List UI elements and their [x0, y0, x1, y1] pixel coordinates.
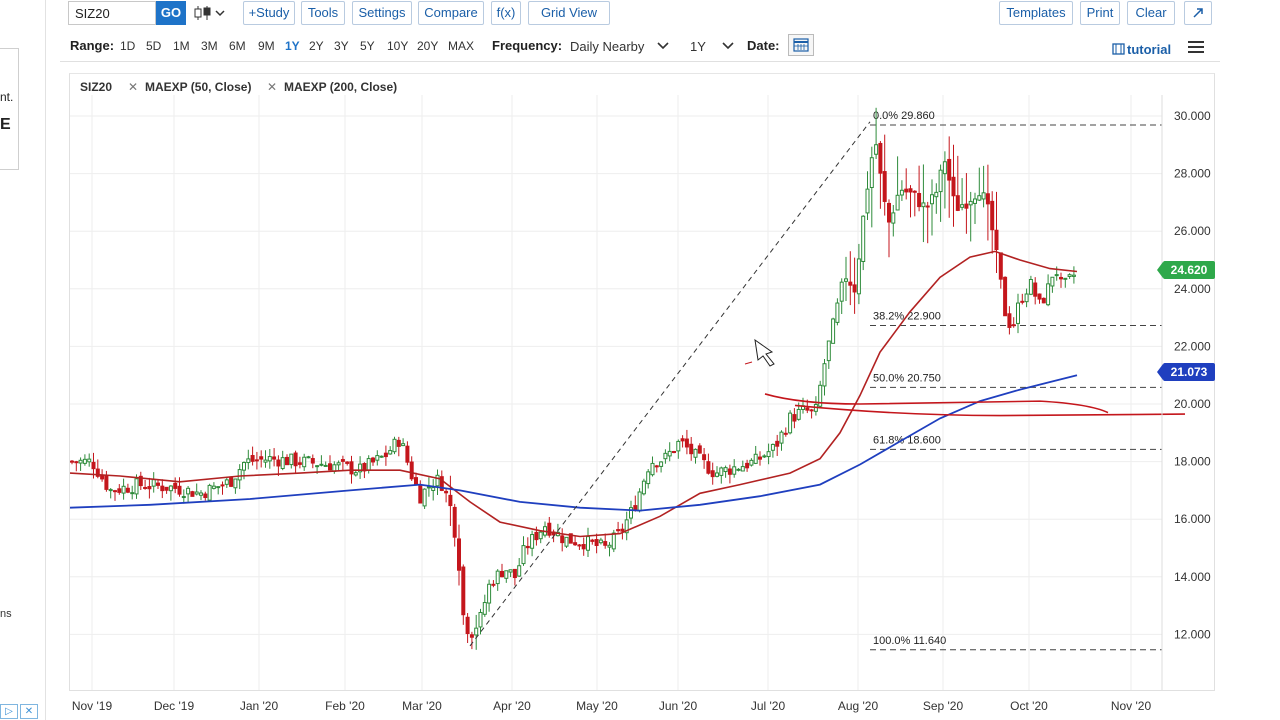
- x-tick-label: Jun '20: [659, 699, 698, 713]
- symbol-input[interactable]: [68, 1, 156, 25]
- left-ad-box: [0, 48, 19, 170]
- frequency-select[interactable]: Daily Nearby: [570, 39, 670, 54]
- range-20y[interactable]: 20Y: [417, 39, 439, 53]
- left-text-fragment-bold: E: [0, 116, 11, 133]
- range-max[interactable]: MAX: [448, 39, 475, 53]
- compare-button[interactable]: Compare: [418, 1, 484, 25]
- x-tick-label: Oct '20: [1010, 699, 1048, 713]
- ad-close-icon[interactable]: ✕: [20, 704, 38, 719]
- expand-button[interactable]: [1184, 1, 1212, 25]
- ad-choices[interactable]: ▷ ✕: [0, 704, 40, 720]
- left-text-fragment: nt.: [0, 90, 14, 104]
- ad-play-icon[interactable]: ▷: [0, 704, 18, 719]
- legend-study-ma200: MAEXP (200, Close): [284, 80, 398, 94]
- range-5y[interactable]: 5Y: [360, 39, 375, 53]
- date-label: Date:: [747, 38, 780, 53]
- legend-study-ma50: MAEXP (50, Close): [145, 80, 252, 94]
- tutorial-link[interactable]: tutorial: [1112, 42, 1171, 57]
- range-3y[interactable]: 3Y: [334, 39, 349, 53]
- clear-button[interactable]: Clear: [1127, 1, 1175, 25]
- settings-button[interactable]: Settings: [352, 1, 412, 25]
- range-1d[interactable]: 1D: [120, 39, 136, 53]
- go-button[interactable]: GO: [156, 1, 186, 25]
- x-tick-label: Dec '19: [154, 699, 195, 713]
- range-9m[interactable]: 9M: [258, 39, 275, 53]
- range-3m[interactable]: 3M: [201, 39, 218, 53]
- chevron-down-icon: [722, 42, 734, 50]
- period-value: 1Y: [690, 39, 706, 54]
- period-select[interactable]: 1Y: [690, 39, 735, 54]
- tutorial-label: tutorial: [1127, 42, 1172, 57]
- x-tick-label: Apr '20: [493, 699, 531, 713]
- remove-study-icon[interactable]: ✕: [267, 80, 278, 94]
- x-tick-label: Sep '20: [923, 699, 964, 713]
- chevron-down-icon: [215, 10, 225, 17]
- range-bar: Range: 1D 5D 1M 3M 6M 9M 1Y 2Y 3Y 5Y 10Y 20Y MAX Fre…: [60, 32, 1220, 62]
- templates-button[interactable]: Templates: [999, 1, 1073, 25]
- left-panel: nt. E ns: [0, 0, 46, 720]
- x-tick-label: Nov '19: [72, 699, 113, 713]
- range-6m[interactable]: 6M: [229, 39, 246, 53]
- calendar-button[interactable]: [788, 34, 814, 56]
- frequency-label: Frequency:: [492, 38, 563, 53]
- remove-study-icon[interactable]: ✕: [128, 80, 139, 94]
- chart-type-select[interactable]: [190, 1, 230, 25]
- grid-view-button[interactable]: Grid View: [528, 1, 610, 25]
- left-text-fragment-bottom: ns: [0, 608, 12, 620]
- chart-area[interactable]: [69, 73, 1215, 691]
- x-tick-label: Mar '20: [402, 699, 442, 713]
- x-tick-label: May '20: [576, 699, 618, 713]
- range-label: Range:: [70, 38, 115, 53]
- film-icon: [1112, 43, 1125, 55]
- range-1y[interactable]: 1Y: [285, 39, 300, 53]
- x-tick-label: Jul '20: [751, 699, 786, 713]
- frequency-value: Daily Nearby: [570, 39, 645, 54]
- chevron-down-icon: [657, 42, 669, 50]
- study-button[interactable]: +Study: [243, 1, 295, 25]
- x-tick-label: Aug '20: [838, 699, 879, 713]
- tools-button[interactable]: Tools: [301, 1, 345, 25]
- hamburger-menu-icon[interactable]: [1188, 41, 1204, 55]
- legend-symbol: SIZ20: [80, 80, 113, 94]
- range-5d[interactable]: 5D: [146, 39, 162, 53]
- range-1m[interactable]: 1M: [173, 39, 190, 53]
- calendar-icon: [793, 38, 809, 52]
- chart-toolbar: GO +Study Tools Settings Compare f(x) Gr…: [60, 0, 1220, 28]
- fx-button[interactable]: f(x): [491, 1, 521, 25]
- range-10y[interactable]: 10Y: [387, 39, 409, 53]
- x-tick-label: Feb '20: [325, 699, 365, 713]
- x-tick-label: Nov '20: [1111, 699, 1152, 713]
- range-2y[interactable]: 2Y: [309, 39, 324, 53]
- candlestick-icon: [194, 6, 225, 20]
- print-button[interactable]: Print: [1080, 1, 1120, 25]
- expand-icon: [1193, 8, 1203, 18]
- x-tick-label: Jan '20: [240, 699, 279, 713]
